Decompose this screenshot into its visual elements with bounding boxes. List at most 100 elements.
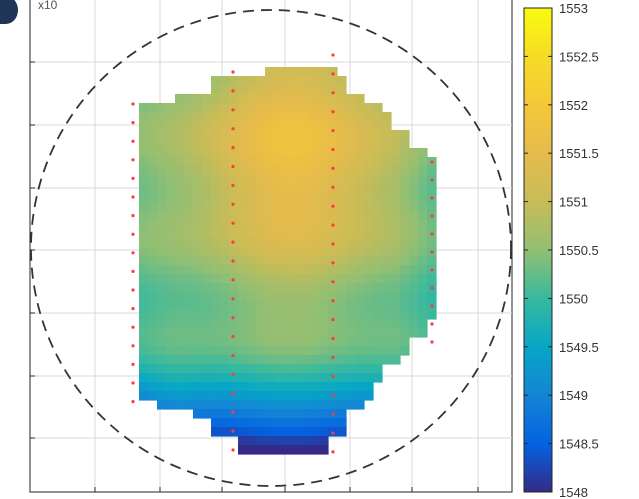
heatmap-cell [139,103,149,113]
heatmap-cell [310,256,320,266]
heatmap-cell [274,238,284,248]
measurement-point [131,158,135,162]
heatmap-cell [328,382,338,392]
heatmap-cell [301,409,311,419]
heatmap-cell [382,220,392,230]
colorbar-ticks: 1548 1548.5 1549 1549.5 1550 1550.5 1551 1551.5… [524,1,599,499]
heatmap-cell [238,265,248,275]
heatmap-cell [184,355,194,365]
heatmap-cell [265,337,275,347]
heatmap-cell [265,220,275,230]
heatmap-cell [184,211,194,221]
heatmap-cell [355,139,365,149]
heatmap-cell [418,148,428,158]
heatmap-cell [220,409,230,419]
heatmap-cell [400,130,410,140]
heatmap-cell [220,364,230,374]
heatmap-cell [139,283,149,293]
heatmap-cell [355,157,365,167]
heatmap-cell [256,301,266,311]
heatmap-cell [400,292,410,302]
heatmap-cell [202,364,212,374]
heatmap-cell [283,373,293,383]
heatmap-cell [418,328,428,338]
heatmap-cell [346,175,356,185]
heatmap-cell [328,229,338,239]
measurement-point [131,214,135,218]
heatmap-cell [211,238,221,248]
heatmap-cell [319,211,329,221]
heatmap-cell [220,184,230,194]
heatmap-cell [274,121,284,131]
measurement-point [231,183,235,187]
heatmap-cell [184,337,194,347]
heatmap-cell [166,220,176,230]
heatmap-cell [193,364,203,374]
heatmap-cell [310,436,320,446]
heatmap-cell [346,166,356,176]
heatmap-cell [148,112,158,122]
heatmap-cell [337,247,347,257]
heatmap-cell [256,382,266,392]
heatmap-cell [274,166,284,176]
heatmap-cell [292,418,302,428]
heatmap-cell [301,211,311,221]
heatmap-cell [364,301,374,311]
heatmap-cell [409,283,419,293]
heatmap-cell [292,382,302,392]
heatmap-cell [301,67,311,77]
heatmap-cell [328,292,338,302]
heatmap-cell [211,112,221,122]
heatmap-cell [157,121,167,131]
heatmap-cell [328,76,338,86]
heatmap-cell [247,445,257,455]
heatmap-cell [265,355,275,365]
heatmap-cell [301,355,311,365]
measurement-point [231,353,235,358]
heatmap-cell [337,319,347,329]
measurement-point [131,121,135,125]
heatmap-cell [265,148,275,158]
heatmap-cell [256,130,266,140]
measurement-point [331,72,335,76]
measurement-point [430,268,434,272]
heatmap-cell [139,148,149,158]
heatmap-cell [382,121,392,131]
heatmap-cell [337,256,347,266]
heatmap-cell [310,202,320,212]
heatmap-cell [229,355,239,365]
heatmap-cell [211,274,221,284]
heatmap-cell [328,319,338,329]
heatmap-cell [148,328,158,338]
measurement-point [231,316,235,320]
measurement-point [331,374,335,378]
heatmap-cell [337,121,347,131]
heatmap-cell [391,202,401,212]
heatmap-cell [175,319,185,329]
heatmap-cell [157,184,167,194]
heatmap-cell [382,229,392,239]
heatmap-cell [328,157,338,167]
heatmap-cell [319,148,329,158]
heatmap-cell [274,211,284,221]
heatmap-cell [193,382,203,392]
heatmap-cell [274,148,284,158]
heatmap-cell [283,391,293,401]
measurement-point [331,450,335,454]
heatmap-cell [409,301,419,311]
heatmap-cell [166,229,176,239]
heatmap-cell [247,364,257,374]
heatmap-cell [166,175,176,185]
heatmap-cell [238,76,248,86]
heatmap-cell [373,274,383,284]
heatmap-cell [211,265,221,275]
heatmap-cell [337,166,347,176]
heatmap-cell [301,202,311,212]
heatmap-cell [364,373,374,383]
heatmap-cell [337,76,347,86]
heatmap-cell [139,256,149,266]
heatmap-cell [373,202,383,212]
heatmap-cell [238,427,248,437]
measurement-point [331,431,335,435]
heatmap-cell [346,157,356,167]
